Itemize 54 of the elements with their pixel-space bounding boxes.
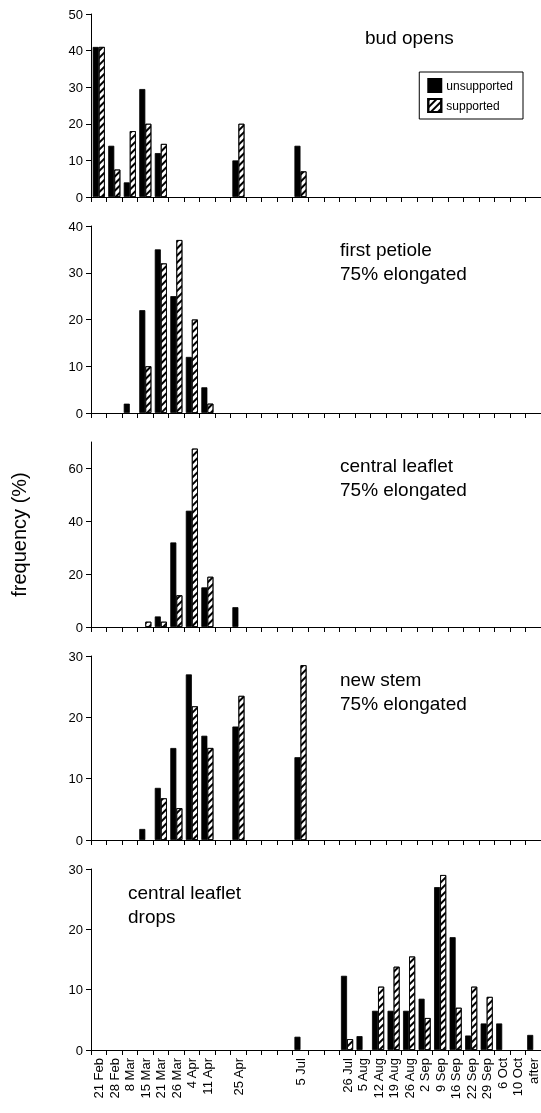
x-tick-label: 16 Sep [448, 1058, 464, 1100]
text: bud opens [365, 26, 454, 48]
x-tick-label: 25 Apr [230, 1057, 246, 1096]
text: central leaflet drops [128, 881, 242, 927]
y-tick-label: 40 [68, 513, 83, 529]
y-tick-label: 20 [68, 116, 83, 132]
x-tick-label: 8 Mar [122, 1057, 138, 1092]
x-tick-label: 2 Sep [417, 1058, 433, 1092]
y-tick-label: 10 [68, 152, 83, 168]
x-tick-label: 5 Aug [355, 1058, 371, 1092]
y-tick-label: 20 [68, 921, 83, 937]
text: central leaflet 75% elongated [340, 454, 467, 500]
y-tick-label: 50 [68, 6, 83, 22]
y-tick-label: 40 [68, 218, 83, 234]
y-tick-label: 30 [68, 861, 83, 877]
x-tick-label: 21 Feb [91, 1058, 107, 1099]
x-tick-label: 11 Apr [199, 1057, 215, 1095]
y-tick-label: 20 [68, 709, 83, 725]
y-tick-label: 0 [75, 1042, 83, 1058]
x-tick-label: 26 Mar [168, 1057, 184, 1099]
y-tick-label: 0 [75, 619, 83, 635]
x-tick-label: 21 Mar [153, 1057, 169, 1099]
y-tick-label: 40 [68, 43, 83, 59]
x-tick-label: 26 Jul [339, 1057, 355, 1093]
y-tick-label: 20 [68, 566, 83, 582]
y-tick-label: 30 [68, 265, 83, 281]
y-tick-label: 30 [68, 79, 83, 95]
y-tick-label: 20 [68, 312, 83, 327]
x-tick-label: 26 Aug [401, 1058, 417, 1099]
text: first petiole 75% elongated [340, 238, 467, 284]
x-tick-label: 15 Mar [137, 1057, 153, 1099]
y-tick-label: 0 [75, 832, 83, 848]
y-tick-label: 10 [68, 771, 83, 787]
x-tick-label: 28 Feb [106, 1058, 122, 1099]
x-tick-label: after [525, 1057, 541, 1085]
y-tick-label: 0 [75, 189, 83, 205]
x-tick-label: 9 Sep [432, 1058, 448, 1092]
legend-label: unsupported [446, 78, 514, 93]
x-tick-label: 22 Sep [463, 1058, 479, 1100]
y-tick-label: 30 [68, 648, 83, 664]
y-tick-label: 0 [75, 405, 83, 421]
y-tick-label: 10 [68, 982, 83, 998]
x-tick-label: 6 Oct [494, 1057, 510, 1090]
legend-label: supported [446, 98, 500, 113]
y-axis-title: frequency (%) [8, 472, 30, 597]
text: new stem 75% elongated [340, 668, 467, 714]
x-tick-label: 4 Apr [184, 1057, 200, 1089]
x-tick-label: 19 Aug [386, 1058, 402, 1099]
y-tick-label: 10 [68, 358, 83, 374]
y-tick-label: 60 [68, 460, 83, 476]
x-tick-label: 5 Jul [292, 1057, 308, 1086]
x-tick-label: 10 Oct [510, 1057, 526, 1097]
x-tick-label: 29 Sep [479, 1058, 495, 1100]
x-tick-label: 12 Aug [370, 1058, 386, 1099]
